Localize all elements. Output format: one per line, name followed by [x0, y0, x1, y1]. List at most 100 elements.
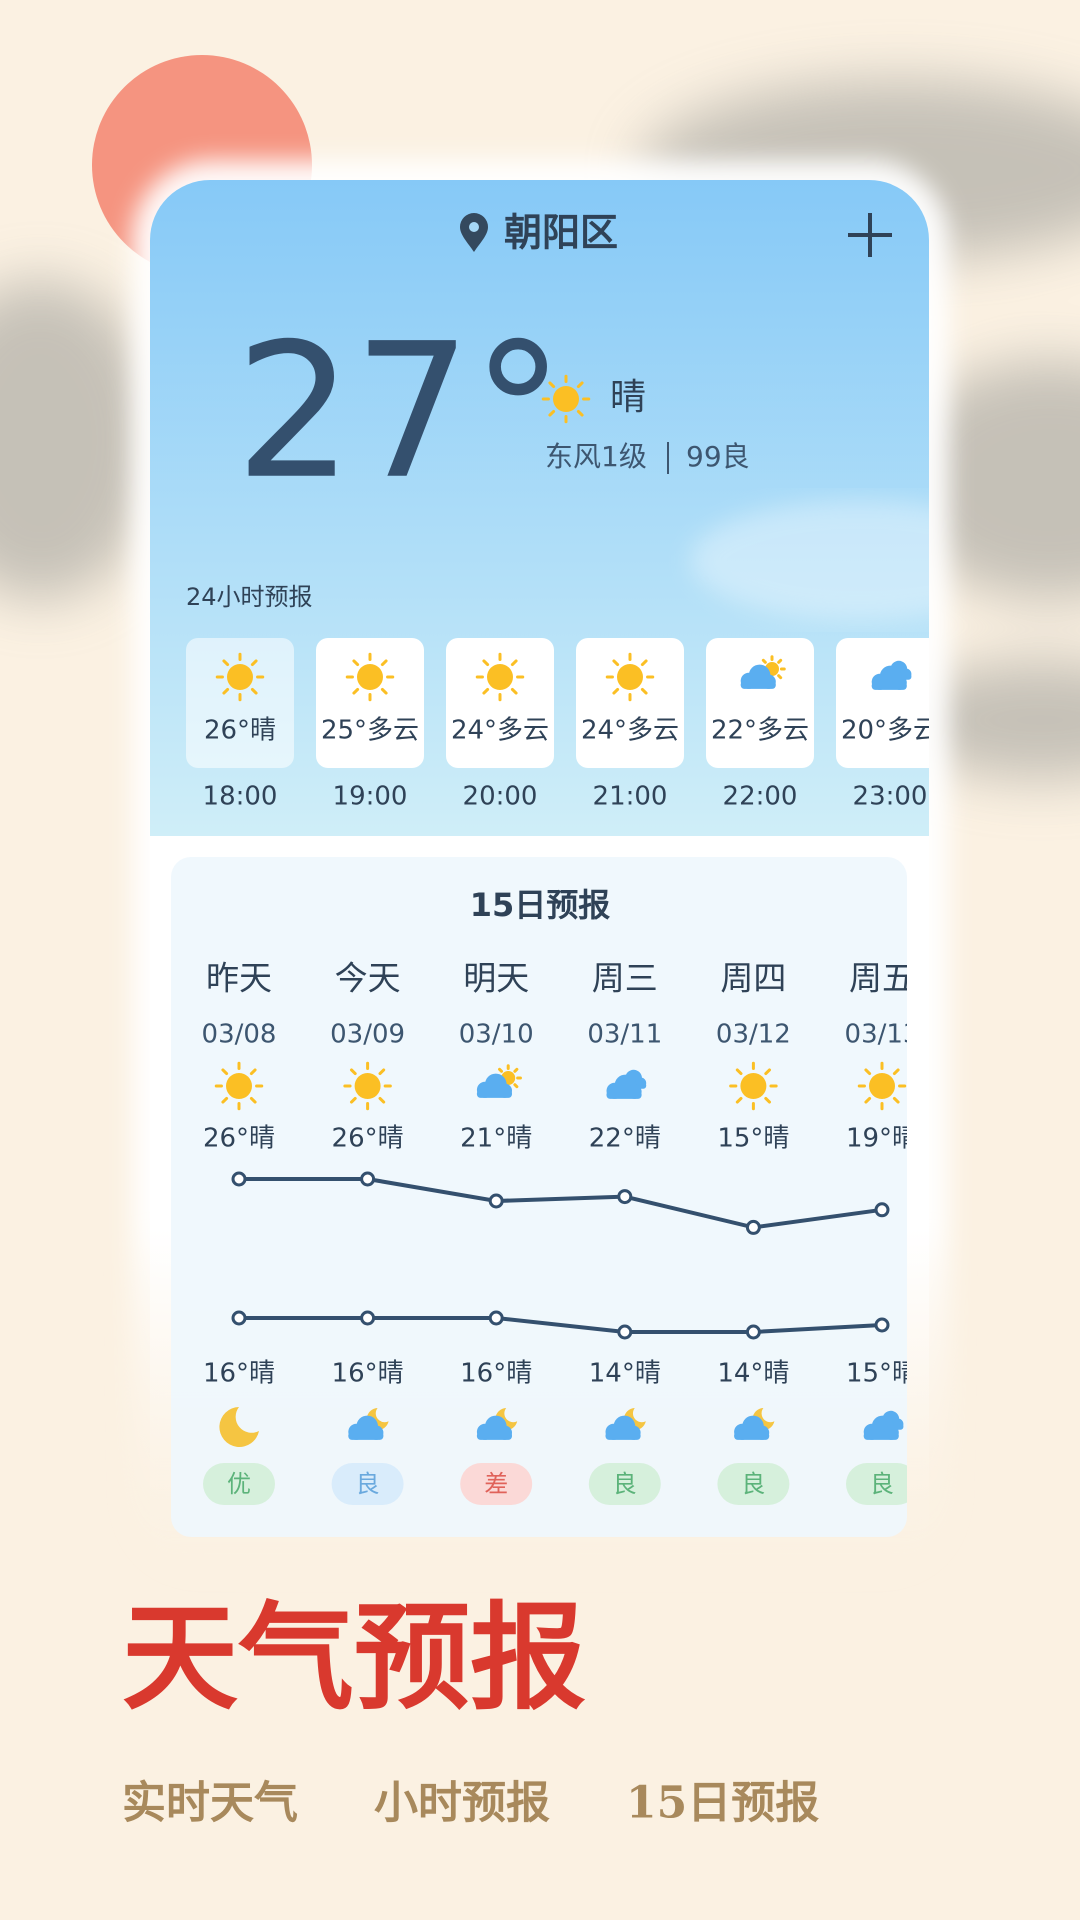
feature: 15日预报: [626, 1778, 819, 1829]
cloud-part: [606, 1090, 642, 1099]
location[interactable]: 朝阳区: [504, 211, 618, 255]
sun-disc: [487, 664, 513, 690]
cloud-part: [476, 1089, 512, 1098]
hour-time: 21:00: [593, 782, 668, 812]
aqi-label: 良: [613, 1470, 637, 1498]
day-icon: [606, 1069, 647, 1099]
feature: 小时预报: [374, 1778, 550, 1829]
day-low: 15°晴: [846, 1359, 918, 1389]
sun-ray: [222, 687, 230, 695]
location-icon: [460, 213, 488, 252]
aqi-label: 差: [484, 1470, 508, 1498]
sun-ray: [221, 1068, 229, 1076]
sun-ray: [350, 1068, 357, 1076]
sun-ray: [864, 1096, 872, 1104]
sun-ray: [222, 659, 230, 667]
current-condition: 晴: [610, 377, 646, 418]
sun-disc: [553, 386, 579, 412]
sun-ray: [548, 409, 556, 417]
day-date: 03/09: [330, 1020, 405, 1050]
promo-title: 天气预报: [122, 1590, 586, 1726]
sun-ray: [892, 1096, 900, 1104]
hour-card: [316, 638, 424, 768]
hour-time: 22:00: [723, 782, 798, 812]
hour-icon: [475, 652, 525, 702]
hour-time: 19:00: [333, 782, 408, 812]
day-name: 昨天: [206, 959, 272, 998]
sun-ray: [510, 687, 518, 695]
day-high: 19°晴: [846, 1124, 918, 1154]
high-line: [239, 1177, 883, 1230]
sun-ray: [548, 381, 556, 389]
add-button[interactable]: [848, 213, 892, 257]
sun-disc: [226, 1073, 252, 1099]
sun-ray: [482, 659, 490, 667]
hour-label: 25°多云: [321, 716, 419, 746]
day-name: 明天: [463, 959, 529, 998]
hourly-list: 26°晴 18:00 25°多云 19:00 24°多云 20:00 24°多云 21:00 2…: [186, 638, 939, 812]
current-icon: [541, 374, 591, 424]
hour-icon: [605, 652, 655, 702]
hour-card: [576, 638, 684, 768]
day-date: 03/12: [716, 1020, 791, 1050]
aqi-label: 良: [356, 1470, 380, 1498]
high-point: [745, 1219, 761, 1235]
aqi-label: 良: [870, 1470, 894, 1498]
sun-disc: [357, 664, 383, 690]
hour-label: 26°晴: [204, 716, 276, 746]
sun-ray: [378, 1068, 386, 1076]
cloud-part: [863, 1431, 899, 1440]
feature-list: 实时天气 小时预报 15日预报: [122, 1778, 819, 1829]
sun-disc: [354, 1073, 381, 1099]
sun-ray: [249, 1096, 257, 1104]
high-point: [488, 1193, 504, 1209]
low-point: [231, 1310, 247, 1326]
sun-ray: [735, 1096, 743, 1104]
night-icon: [734, 1408, 775, 1440]
night-icon: [476, 1408, 518, 1440]
sun-ray: [221, 1096, 229, 1104]
sun-ray: [350, 1096, 357, 1104]
hour-label: 20°多云: [841, 716, 939, 746]
day-high: 26°晴: [203, 1124, 275, 1154]
sun-ray: [482, 687, 490, 695]
daily-panel: [171, 857, 907, 1537]
hour-icon: [215, 652, 265, 702]
day-low: 16°晴: [332, 1359, 404, 1389]
day-low: 14°晴: [717, 1359, 789, 1389]
day-low: 14°晴: [589, 1359, 661, 1389]
aqi-pill: [846, 1463, 907, 1505]
sun-ray: [612, 687, 620, 695]
hour-card: [186, 638, 294, 768]
sun-ray: [513, 1083, 519, 1089]
cloud-part: [348, 1431, 384, 1440]
current-aqi: 99良: [686, 440, 750, 473]
hour-label: 24°多云: [581, 716, 679, 746]
sun-disc: [227, 664, 253, 690]
day-high: 26°晴: [332, 1124, 404, 1154]
low-point: [617, 1324, 633, 1340]
sun-disc: [617, 664, 643, 690]
day-date: 03/08: [202, 1020, 277, 1050]
sun-ray: [640, 687, 648, 695]
daily-list: 昨天 03/08 26°晴 16°晴优 今天 03/09 26°晴 16°晴良 明天 03/10 2…: [202, 959, 918, 1505]
daily-title: 15日预报: [470, 886, 611, 924]
day-name: 周三: [592, 959, 658, 998]
day-high: 15°晴: [717, 1124, 789, 1154]
day-icon: [857, 1061, 907, 1111]
day-name: 今天: [335, 959, 401, 998]
hour-label: 24°多云: [451, 716, 549, 746]
day-date: 03/10: [459, 1020, 534, 1050]
cloud-part: [476, 1431, 512, 1440]
low-line: [239, 1316, 883, 1334]
low-point: [874, 1317, 890, 1333]
day-low: 16°晴: [460, 1359, 532, 1389]
aqi-pill: [460, 1463, 533, 1505]
night-icon: [348, 1408, 389, 1440]
night-icon: [605, 1408, 646, 1440]
sun-ray: [764, 1096, 771, 1104]
sun-ray: [576, 409, 584, 417]
sun-disc: [740, 1073, 767, 1099]
